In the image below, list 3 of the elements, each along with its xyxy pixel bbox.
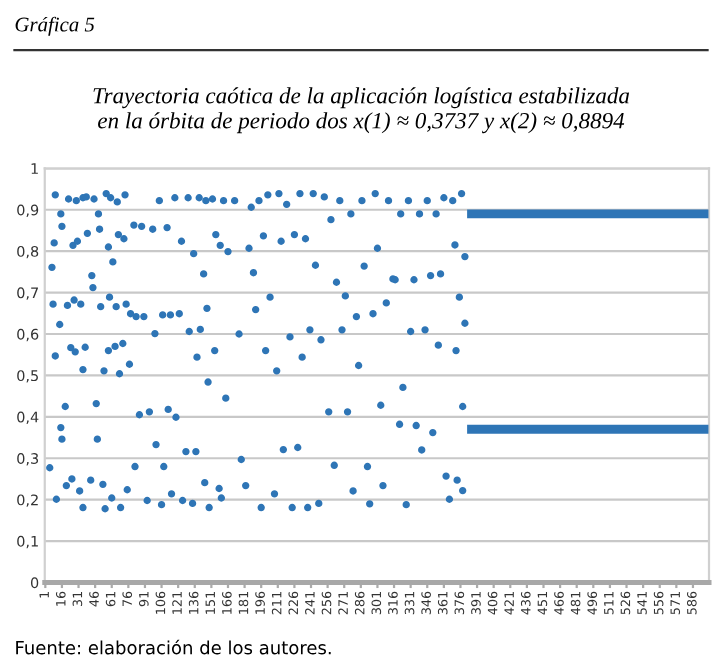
text: Gráfica 5 (15, 16, 95, 36)
chart-title: Trayectoria caótica de la aplicación logística estabilizada en la órbita de periodo dos x(1) ≈ 0,3737 y x(2) ≈ 0,8894 (93, 87, 630, 134)
source-note: Fuente: elaboración de los autores. (16, 639, 331, 655)
